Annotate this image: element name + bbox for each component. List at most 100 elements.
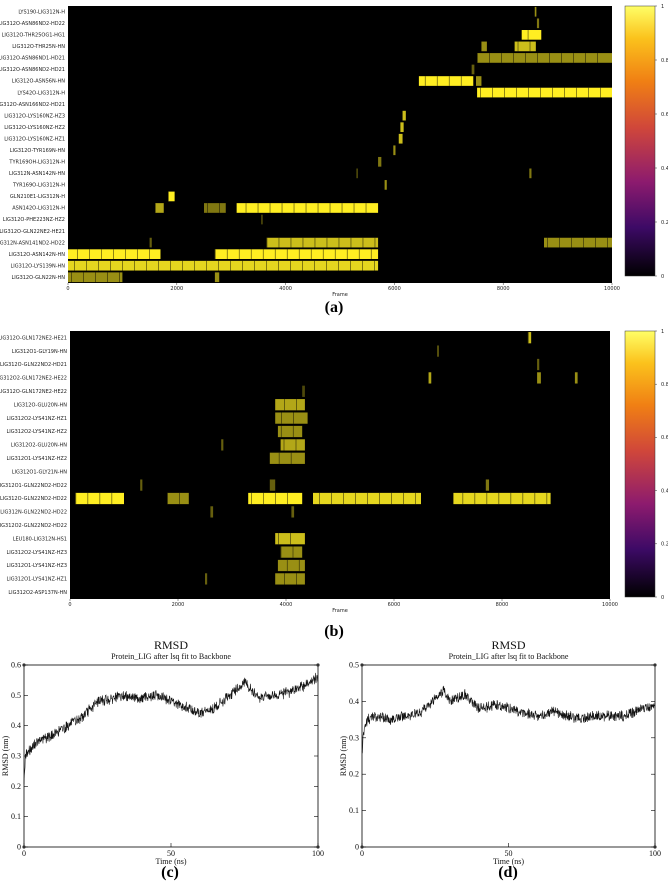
- row-label: LIG312O-PHE223NZ-HZ2: [3, 217, 65, 223]
- band-gap: [546, 492, 548, 505]
- band-gap: [278, 237, 280, 248]
- row-label: LEU180-LIG312N-HS1: [13, 536, 67, 542]
- x-axis-label: Time (ns): [493, 857, 524, 866]
- band-gap: [362, 260, 363, 271]
- band-gap: [146, 260, 147, 271]
- x-axis-label: Time (ns): [155, 857, 186, 866]
- band-gap: [107, 272, 108, 283]
- row-label: LIG312O-ASN166ND2-HD21: [0, 102, 65, 108]
- chart-subtitle: Protein_LIG after lsq fit to Backbone: [449, 652, 569, 661]
- row-label: LIG312O1-GLN22ND2-HD22: [0, 483, 67, 489]
- band-gap: [489, 53, 490, 63]
- band-gap: [284, 399, 285, 411]
- row-label: LYS190-LIG312N-H: [18, 9, 65, 15]
- occupancy-band: [418, 76, 474, 86]
- occupancy-band: [277, 425, 303, 438]
- band-gap: [75, 492, 77, 505]
- row-label: LIG312O-THR25N-HN: [12, 44, 65, 50]
- x-tick-label: 8000: [497, 286, 510, 292]
- band-gap: [436, 76, 438, 86]
- x-tick-label: 4000: [279, 286, 292, 292]
- band-gap: [528, 87, 529, 98]
- band-gap: [302, 260, 303, 271]
- row-label: LIG312O-ASN56N-HN: [12, 79, 65, 85]
- band-gap: [326, 260, 327, 271]
- row-label: LIG312O2-LYS41NZ-HZ3: [6, 550, 67, 556]
- band-gap: [101, 249, 102, 259]
- band-gap: [74, 260, 75, 271]
- band-gap: [77, 249, 78, 259]
- band-gap: [214, 249, 216, 259]
- occupancy-band: [356, 168, 358, 179]
- occupancy-band: [168, 191, 175, 202]
- band-gap: [302, 237, 304, 248]
- band-gap: [391, 492, 392, 505]
- band-gap: [583, 237, 584, 248]
- band-gap: [182, 260, 183, 271]
- band-gap: [275, 492, 276, 505]
- row-label: LIG312N-ASN141ND2-HD22: [0, 240, 65, 246]
- x-tick-label: 2000: [172, 602, 185, 608]
- band-gap: [504, 87, 505, 98]
- band-gap: [83, 272, 84, 283]
- occupancy-band: [544, 237, 612, 248]
- band-gap: [498, 492, 500, 505]
- occupancy-band: [574, 372, 578, 384]
- band-gap: [280, 425, 282, 438]
- band-gap: [293, 203, 295, 213]
- colorbar-tick-label: 0.2: [661, 220, 668, 226]
- occupancy-band: [437, 345, 439, 357]
- band-gap: [314, 260, 315, 271]
- row-label: LIG312O-LYS160NZ-HZ1: [4, 136, 65, 142]
- y-tick-label: 0: [355, 843, 359, 852]
- band-gap: [207, 203, 208, 213]
- band-gap: [274, 249, 276, 259]
- band-gap: [379, 492, 380, 505]
- band-gap: [529, 41, 531, 52]
- band-gap: [374, 237, 376, 248]
- band-gap: [238, 249, 240, 259]
- occupancy-band: [384, 180, 387, 190]
- occupancy-band: [280, 439, 305, 451]
- occupancy-band: [471, 64, 475, 75]
- row-label: TYR169O-LIG312N-H: [12, 183, 65, 189]
- band-gap: [600, 87, 601, 98]
- y-axis-label: RMSD (nm): [1, 736, 10, 777]
- occupancy-band: [477, 53, 612, 63]
- row-label: LIG312O-GLN172NE2-HE21: [0, 335, 67, 341]
- band-gap: [338, 237, 340, 248]
- occupancy-band: [537, 372, 541, 384]
- occupancy-band: [275, 533, 305, 545]
- chart-title: RMSD: [491, 638, 525, 652]
- band-gap: [516, 87, 517, 98]
- band-gap: [510, 492, 512, 505]
- plot-frame: [361, 664, 656, 848]
- x-tick-label: 0: [68, 602, 71, 608]
- band-gap: [286, 249, 288, 259]
- band-gap: [607, 237, 608, 248]
- y-tick-label: 0.3: [11, 752, 21, 761]
- band-gap: [119, 272, 120, 283]
- band-gap: [290, 237, 292, 248]
- band-gap: [480, 87, 481, 98]
- band-gap: [266, 260, 267, 271]
- x-tick-label: 4000: [280, 602, 293, 608]
- band-gap: [564, 87, 565, 98]
- row-label: LIG312O-GLU20N-HN: [14, 402, 67, 408]
- x-tick-label: 100: [312, 849, 324, 858]
- occupancy-band: [476, 76, 482, 86]
- y-axis-label: RMSD (nm): [339, 736, 348, 777]
- x-tick-label: 6000: [388, 602, 401, 608]
- heatmap-plot-area: [68, 6, 612, 283]
- band-gap: [230, 260, 231, 271]
- occupancy-band: [393, 145, 396, 156]
- band-gap: [474, 492, 476, 505]
- row-label: LIG312O-ASN142N-HN: [9, 252, 66, 258]
- occupancy-band: [205, 573, 208, 585]
- x-tick-label: 6000: [388, 286, 401, 292]
- occupancy-band: [236, 203, 379, 213]
- band-gap: [219, 203, 220, 213]
